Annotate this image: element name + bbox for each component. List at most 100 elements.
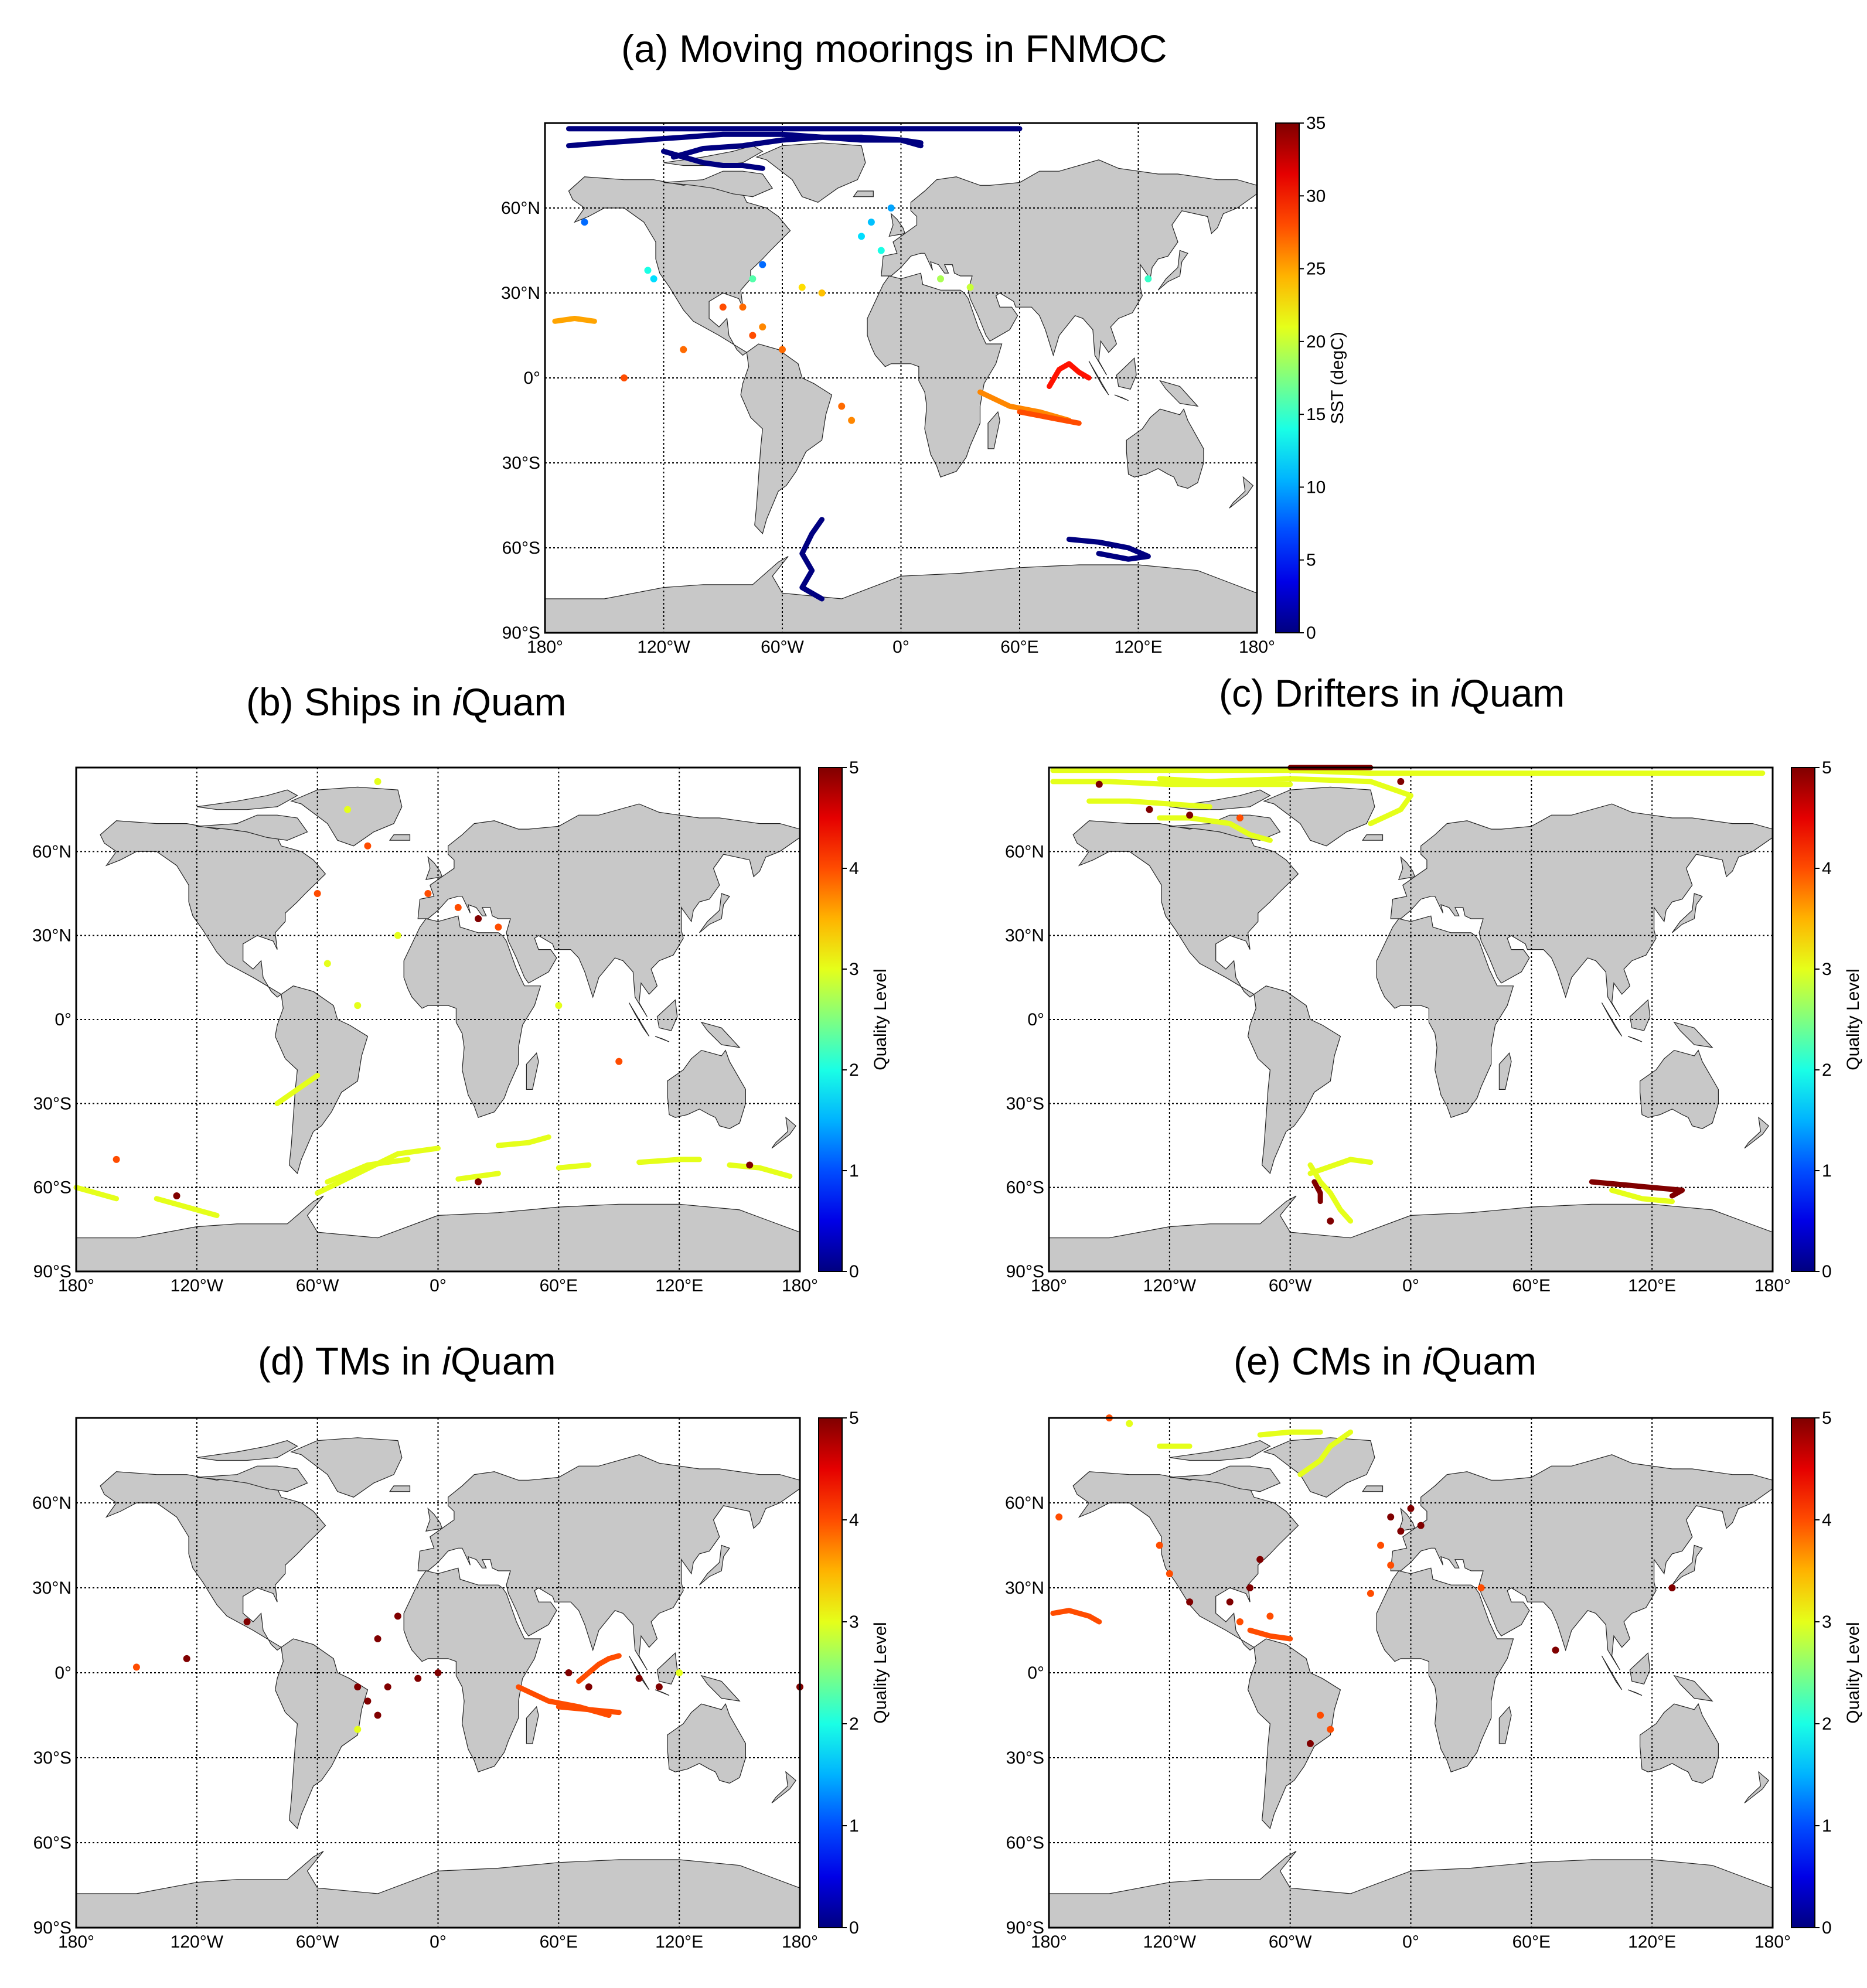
- data-point: [364, 1697, 372, 1705]
- data-point: [314, 890, 321, 897]
- landmass: [1126, 408, 1204, 489]
- x-tick-label: 120°W: [637, 637, 690, 657]
- y-tick-label: 0°: [54, 1663, 71, 1683]
- x-tick-label: 180°: [527, 637, 563, 657]
- panel-b-title-post: Quam: [461, 680, 567, 724]
- data-point: [1144, 275, 1152, 282]
- colorbar-tick-label: 30: [1306, 186, 1326, 206]
- data-point: [759, 323, 766, 330]
- landmass: [755, 142, 866, 203]
- x-tick-label: 180°: [1031, 1932, 1067, 1952]
- landmass: [1247, 1638, 1341, 1829]
- landmass: [1673, 1675, 1713, 1702]
- data-point: [1327, 1726, 1334, 1733]
- data-point: [1186, 1598, 1194, 1606]
- track-line: [576, 1653, 622, 1684]
- track-line: [325, 1157, 411, 1185]
- data-point: [650, 275, 657, 282]
- data-point: [344, 806, 352, 813]
- track-line: [1157, 776, 1413, 827]
- colorbar: [1791, 767, 1815, 1272]
- colorbar-tick-label: 1: [1822, 1161, 1832, 1181]
- panel-e-title-italic: i: [1422, 1339, 1432, 1383]
- y-tick-label: 60°S: [502, 538, 540, 558]
- x-tick-label: 120°E: [1628, 1932, 1676, 1952]
- landmass: [667, 1049, 746, 1129]
- data-point: [1387, 1513, 1395, 1521]
- data-point: [655, 1683, 663, 1691]
- data-point: [1146, 806, 1153, 813]
- y-tick-label: 90°S: [33, 1262, 71, 1281]
- landmass: [526, 1706, 539, 1744]
- x-tick-label: 120°E: [655, 1932, 703, 1952]
- track-line: [1589, 1179, 1685, 1199]
- data-point: [113, 1155, 120, 1163]
- y-tick-label: 30°S: [502, 453, 540, 473]
- data-point: [749, 332, 757, 339]
- landmass: [1159, 380, 1199, 407]
- colorbar-label: Quality Level: [871, 1622, 890, 1723]
- data-point: [394, 1612, 401, 1620]
- panel-d-title-post: Quam: [450, 1339, 556, 1383]
- data-point: [414, 1675, 422, 1682]
- landmass: [1157, 250, 1188, 291]
- landmass: [699, 1544, 730, 1585]
- y-tick-label: 60°N: [501, 199, 540, 218]
- colorbar-tick-label: 5: [849, 1409, 859, 1428]
- map-plot-area: [73, 766, 801, 1273]
- data-point: [1668, 1584, 1676, 1591]
- colorbar-tick-label: 4: [849, 859, 859, 878]
- colorbar-tick-label: 0: [1306, 623, 1316, 643]
- landmass: [425, 856, 443, 880]
- data-point: [364, 842, 372, 850]
- landmass: [1114, 394, 1129, 401]
- panel-c-title-italic: i: [1451, 671, 1460, 715]
- data-point: [1477, 1584, 1485, 1591]
- data-point: [243, 1618, 251, 1625]
- data-point: [1256, 1556, 1264, 1563]
- x-tick-label: 0°: [1402, 1276, 1419, 1295]
- data-point: [374, 1635, 381, 1642]
- y-tick-label: 90°S: [33, 1918, 71, 1938]
- map-plot-area: [1048, 1414, 1774, 1929]
- x-tick-label: 0°: [430, 1932, 447, 1952]
- landmass: [1672, 893, 1703, 933]
- x-tick-label: 180°: [782, 1932, 818, 1952]
- landmass: [1362, 1485, 1384, 1492]
- data-point: [384, 1683, 391, 1691]
- data-point: [1317, 1711, 1324, 1719]
- y-tick-label: 30°N: [501, 284, 540, 303]
- landmass: [389, 1485, 411, 1492]
- y-tick-label: 60°N: [32, 842, 71, 861]
- map-panel-a: 180° 120°W 60°W 0° 60°E 120°E 180° 60°N 30°N 0° 30…: [501, 114, 1347, 657]
- y-tick-label: 0°: [1027, 1010, 1044, 1029]
- colorbar: [818, 767, 843, 1272]
- data-point: [1397, 1527, 1405, 1535]
- data-point: [1417, 1522, 1425, 1529]
- landmass: [1376, 915, 1514, 1118]
- track-line: [274, 1073, 321, 1106]
- x-tick-label: 60°E: [540, 1276, 578, 1295]
- map-frame: [544, 122, 1258, 634]
- map-frame: [1048, 1417, 1774, 1929]
- data-point: [374, 1711, 381, 1719]
- track-line: [1157, 815, 1273, 843]
- data-point: [354, 1002, 362, 1010]
- panel-a-title: (a) Moving moorings in FNMOC: [621, 27, 1167, 70]
- landmass: [76, 1850, 800, 1928]
- data-point: [1126, 1420, 1133, 1427]
- colorbar-tick-label: 0: [1822, 1918, 1832, 1938]
- track-line: [1257, 1429, 1323, 1438]
- landmass: [853, 190, 874, 197]
- landmass: [628, 1002, 650, 1037]
- y-tick-label: 30°S: [1006, 1748, 1044, 1768]
- landmass: [1672, 1544, 1703, 1585]
- data-point: [937, 275, 944, 282]
- data-point: [1156, 1542, 1163, 1549]
- x-tick-label: 120°E: [1628, 1276, 1676, 1295]
- landmass: [1629, 1652, 1651, 1684]
- data-point: [877, 247, 885, 254]
- track-line: [1609, 1187, 1675, 1205]
- landmass: [700, 1021, 741, 1048]
- x-tick-label: 120°E: [655, 1276, 703, 1295]
